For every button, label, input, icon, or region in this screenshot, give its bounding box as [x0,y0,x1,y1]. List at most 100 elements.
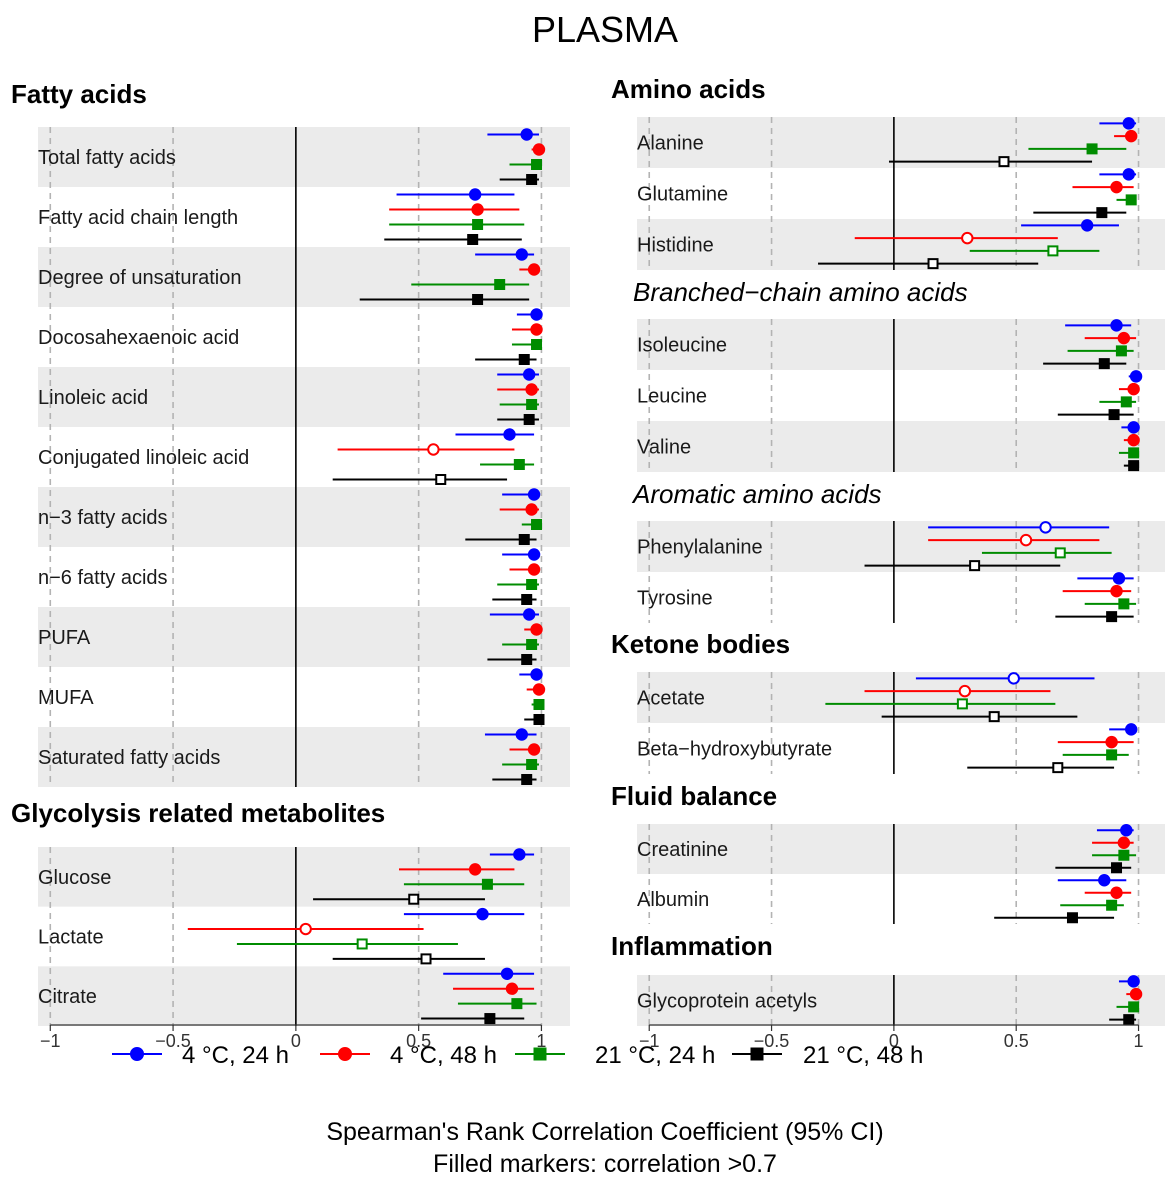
row-label: Alanine [637,133,704,155]
point-estimate [1119,838,1129,848]
point-estimate [512,999,521,1008]
point-estimate [522,129,532,139]
legend-label: 4 °C, 48 h [390,1042,497,1069]
point-estimate [522,775,531,784]
point-estimate [1119,333,1129,343]
point-estimate [531,624,541,634]
point-estimate [1110,410,1119,419]
row-label: Glutamine [637,184,728,206]
point-estimate [527,580,536,589]
legend-item: 4 °C, 48 h [320,1042,497,1069]
figure-title: PLASMA [532,9,678,50]
point-estimate [532,340,541,349]
point-estimate [1112,863,1121,872]
point-estimate [1129,461,1138,470]
point-estimate [529,489,539,499]
row-band [637,117,1165,168]
point-estimate [531,669,541,679]
group-title: Amino acids [611,74,766,104]
row-band [38,847,570,907]
group-amino-acids: Amino acids Alanine Glutamine Histidine [611,74,1165,270]
point-estimate [1097,208,1106,217]
group-fluid-balance: Fluid balanceCreatinineAlbumin [611,781,1165,924]
point-estimate [1126,724,1136,734]
group-title: Inflammation [611,931,773,961]
point-estimate [1129,448,1138,457]
legend-marker [339,1048,351,1060]
point-estimate [517,729,527,739]
point-estimate [1009,673,1019,683]
row-label: Docosahexaenoic acid [38,327,239,349]
point-estimate [962,233,972,243]
row-band [637,421,1165,472]
point-estimate [929,259,938,268]
point-estimate [409,895,418,904]
group-title: Fluid balance [611,781,777,811]
point-estimate [531,324,541,334]
point-estimate [1107,901,1116,910]
point-estimate [473,220,482,229]
group-fatty-acids: Fatty acidsTotal fatty acidsFatty acid c… [11,79,570,787]
row-label: n−3 fatty acids [38,507,168,529]
row-label: Isoleucine [637,335,727,357]
point-estimate [1111,182,1121,192]
point-estimate [470,189,480,199]
point-estimate [472,204,482,214]
legend-marker [131,1048,143,1060]
point-estimate [502,969,512,979]
point-estimate [1124,118,1134,128]
panel-right: Amino acids Alanine Glutamine Histidine Bran… [611,74,1165,1051]
legend-label: 21 °C, 48 h [803,1042,923,1069]
point-estimate [527,760,536,769]
point-estimate [495,280,504,289]
row-label: Degree of unsaturation [38,267,241,289]
point-estimate [1121,825,1131,835]
point-estimate [485,1014,494,1023]
point-estimate [1068,913,1077,922]
row-band [38,607,570,667]
point-estimate [517,249,527,259]
row-label: MUFA [38,687,94,709]
point-estimate [1124,169,1134,179]
point-estimate [520,535,529,544]
row-band [637,672,1165,723]
point-estimate [970,561,979,570]
point-estimate [1131,989,1141,999]
point-estimate [468,235,477,244]
point-estimate [534,715,543,724]
point-estimate [529,744,539,754]
row-label: PUFA [38,627,91,649]
point-estimate [1128,976,1138,986]
point-estimate [1106,737,1116,747]
point-estimate [532,520,541,529]
point-estimate [358,939,367,948]
point-estimate [527,400,536,409]
point-estimate [422,954,431,963]
point-estimate [1082,220,1092,230]
point-estimate [1111,320,1121,330]
point-estimate [990,712,999,721]
point-estimate [522,595,531,604]
point-estimate [1111,586,1121,596]
point-estimate [473,295,482,304]
point-estimate [1048,246,1057,255]
point-estimate [1131,371,1141,381]
group-aromatic-amino-acids: Aromatic amino acids Phenylalanine Tyrosin… [631,479,1165,623]
point-estimate [958,699,967,708]
point-estimate [529,564,539,574]
point-estimate [531,309,541,319]
legend: 4 °C, 24 h4 °C, 48 h 21 °C, 24 h 21 °C, 48… [112,1042,923,1069]
point-estimate [524,369,534,379]
row-label: Conjugated linoleic acid [38,447,249,469]
point-estimate [436,475,445,484]
point-estimate [483,880,492,889]
point-estimate [534,684,544,694]
row-label: Linoleic acid [38,387,148,409]
point-estimate [1128,435,1138,445]
tick-label: 0 [291,1031,301,1051]
group-title: Branched−chain amino acids [633,277,968,307]
point-estimate [529,549,539,559]
point-estimate [1111,888,1121,898]
row-label: Albumin [637,889,709,911]
tick-label: 0.5 [1004,1031,1029,1051]
